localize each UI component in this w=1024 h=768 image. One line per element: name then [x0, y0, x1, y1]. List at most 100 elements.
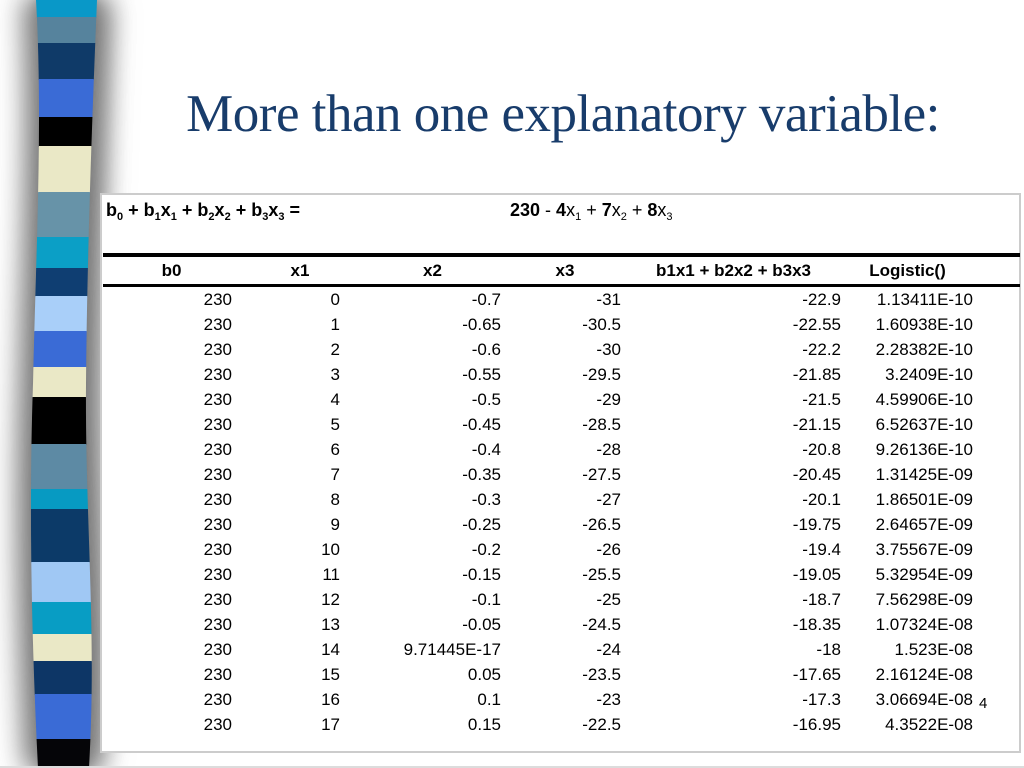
- table-cell: -0.05: [462, 614, 501, 634]
- table-cell: 230: [203, 289, 232, 309]
- filler-cell: [973, 612, 1020, 637]
- table-cell: -16.95: [792, 714, 841, 734]
- formula-segment: 3: [666, 211, 673, 223]
- ribbon-band: [30, 146, 98, 193]
- table-cell: 230: [203, 639, 232, 659]
- formula-lhs: b0 + b1x1 + b2x2 + b3x3 =: [106, 200, 300, 223]
- table-row: 230 13 -0.05 -24.5 -18.35 1.07324E-08: [103, 612, 1020, 637]
- table-cell: -21.85: [792, 364, 841, 384]
- formula-segment: =: [284, 200, 300, 220]
- table-cell: 230: [203, 464, 232, 484]
- table-row: 230 5 -0.45 -28.5 -21.15 6.52637E-10: [103, 412, 1020, 437]
- formula-segment: b: [143, 200, 155, 220]
- table-cell: -0.1: [471, 589, 501, 609]
- table-cell: 230: [203, 414, 232, 434]
- table-cell: 230: [203, 514, 232, 534]
- table-cell: 6.52637E-10: [875, 414, 973, 434]
- ribbon-band: [30, 0, 98, 18]
- ribbon-band: [30, 489, 98, 510]
- table-cell: -18.7: [802, 589, 841, 609]
- data-table: b0 x1 x2 x3 b1x1 + b2x2 + b3x3 Logistic() 230…: [103, 253, 1020, 737]
- table-cell: -19.05: [792, 564, 841, 584]
- table-cell: 10: [321, 539, 340, 559]
- ribbon-band: [30, 602, 98, 635]
- table-cell: 1.60938E-10: [875, 314, 973, 334]
- table-cell: 3.06694E-08: [875, 689, 973, 709]
- formula-segment: 230: [510, 200, 541, 220]
- header-cell: b1x1 + b2x2 + b3x3: [625, 255, 842, 287]
- table-cell: -18: [816, 639, 841, 659]
- table-cell: -25: [596, 589, 621, 609]
- table-cell: 0.15: [467, 714, 501, 734]
- ribbon-band: [30, 444, 98, 490]
- table-row: 230 14 9.71445E-17 -24 -18 1.523E-08: [103, 637, 1020, 662]
- filler-cell: [973, 462, 1020, 487]
- table-cell: 6: [330, 439, 340, 459]
- table-row: 230 11 -0.15 -25.5 -19.05 5.32954E-09: [103, 562, 1020, 587]
- table-cell: 16: [321, 689, 340, 709]
- table-cell: -31: [596, 289, 621, 309]
- table-header-row: b0 x1 x2 x3 b1x1 + b2x2 + b3x3 Logistic(): [103, 255, 1020, 287]
- table-cell: 1.07324E-08: [875, 614, 973, 634]
- table-row: 230 4 -0.5 -29 -21.5 4.59906E-10: [103, 387, 1020, 412]
- filler-cell: [973, 662, 1020, 687]
- filler-cell: [973, 362, 1020, 387]
- table-cell: -24: [596, 639, 621, 659]
- table-cell: 230: [203, 614, 232, 634]
- header-cell: x1: [240, 255, 360, 287]
- formula-segment: 8: [647, 200, 658, 220]
- decorative-ribbon: [0, 0, 130, 768]
- table-cell: 230: [203, 314, 232, 334]
- table-cell: -0.4: [471, 439, 501, 459]
- table-row: 230 3 -0.55 -29.5 -21.85 3.2409E-10: [103, 362, 1020, 387]
- table-cell: 0.1: [477, 689, 501, 709]
- table-cell: -0.2: [471, 539, 501, 559]
- table-row: 230 10 -0.2 -26 -19.4 3.75567E-09: [103, 537, 1020, 562]
- table-cell: 230: [203, 439, 232, 459]
- table-cell: 230: [203, 589, 232, 609]
- ribbon-band: [30, 43, 98, 80]
- formula-segment: 2: [620, 211, 627, 223]
- table-cell: 2: [330, 339, 340, 359]
- table-cell: 230: [203, 539, 232, 559]
- table-cell: -0.45: [462, 414, 501, 434]
- formula-segment: 1: [154, 211, 161, 223]
- table-cell: -0.6: [471, 339, 501, 359]
- page-number: 4: [979, 695, 988, 712]
- table-cell: -25.5: [582, 564, 621, 584]
- ribbon-band: [30, 117, 98, 147]
- table-cell: -0.7: [471, 289, 501, 309]
- ribbon-band: [30, 694, 98, 740]
- filler-cell: [973, 312, 1020, 337]
- formula-segment: +: [123, 200, 144, 220]
- table-cell: -27: [596, 489, 621, 509]
- table-cell: 8: [330, 489, 340, 509]
- table-cell: 230: [203, 714, 232, 734]
- table-cell: -0.65: [462, 314, 501, 334]
- table-cell: 3: [330, 364, 340, 384]
- table-cell: 13: [321, 614, 340, 634]
- header-cell: b0: [103, 255, 240, 287]
- table-cell: 230: [203, 564, 232, 584]
- header-cell: Logistic(): [842, 255, 973, 287]
- formula-segment: 3: [262, 211, 269, 223]
- table-cell: -26: [596, 539, 621, 559]
- table-cell: 9.71445E-17: [403, 639, 501, 659]
- formula-segment: x: [160, 200, 171, 220]
- table-cell: -20.8: [802, 439, 841, 459]
- table-cell: -0.15: [462, 564, 501, 584]
- table-cell: -0.35: [462, 464, 501, 484]
- table-cell: -24.5: [582, 614, 621, 634]
- table-cell: -18.35: [792, 614, 841, 634]
- table-cell: -22.5: [582, 714, 621, 734]
- filler-cell: [973, 487, 1020, 512]
- filler-cell: [973, 412, 1020, 437]
- formula-segment: 7: [601, 200, 612, 220]
- ribbon-band: [30, 79, 98, 118]
- table-cell: -23: [596, 689, 621, 709]
- table-cell: 230: [203, 339, 232, 359]
- filler-cell: [973, 512, 1020, 537]
- formula-segment: 1: [170, 211, 177, 223]
- table-cell: 2.28382E-10: [875, 339, 973, 359]
